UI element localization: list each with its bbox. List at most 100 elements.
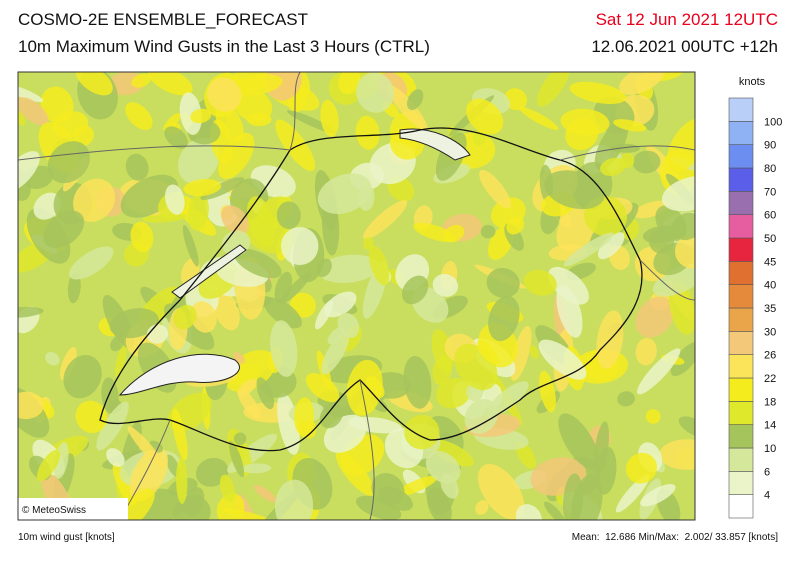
wind-patch [127,426,165,469]
wind-patch [294,397,315,436]
wind-patch [600,157,626,176]
lake-geneva [118,353,240,396]
wind-patch [148,72,193,96]
wind-patch [324,291,357,318]
colorbar-box [728,307,754,332]
wind-patch [597,232,625,260]
wind-patch [219,474,235,503]
colorbar-label: 22 [764,373,776,385]
wind-patch [131,73,151,88]
wind-patch [477,340,499,365]
colorbar-box [728,167,754,192]
wind-patch [319,402,344,429]
wind-patch [173,304,197,330]
wind-patch [218,132,255,179]
colorbar-label: 50 [764,233,776,245]
wind-patch [337,312,360,339]
wind-patch [231,74,283,96]
wind-patch [179,92,202,135]
title: COSMO-2E ENSEMBLE_FORECAST [18,10,308,29]
wind-patch [274,271,293,304]
wind-patch [265,72,302,101]
subtitle: 10m Maximum Wind Gusts in the Last 3 Hou… [18,37,430,56]
colorbar-box [728,284,754,309]
colorbar-box [728,424,754,449]
colorbar-box [728,121,754,145]
colorbar-label: 60 [764,210,776,222]
wind-patch [358,183,375,211]
wind-patch [404,415,440,450]
wind-patch [321,331,350,375]
wind-patch [228,440,245,478]
wind-patch [659,439,695,470]
colorbar-box [728,494,754,519]
wind-patch [114,345,127,378]
wind-patch [661,175,695,212]
wind-patch [479,169,511,209]
wind-patch [510,325,532,381]
wind-patch [233,432,247,446]
colorbar-box [728,401,754,425]
wind-patch [615,473,650,513]
wind-patch [338,72,361,94]
colorbar: 4 6 10 14 18 22 26 30 35 40 45 50 60 70 80 90 100 [728,97,782,519]
wind-patch [63,355,102,399]
wind-patch [187,192,209,231]
wind-patch [666,118,695,173]
colorbar-box [728,261,754,285]
wind-patch [619,72,664,95]
wind-patch [69,246,114,280]
colorbar-box [728,144,754,169]
valid-time: Sat 12 Jun 2021 12UTC [596,10,778,29]
wind-patch [632,200,671,219]
wind-patch [18,151,40,193]
wind-patch [247,196,276,248]
wind-patch [164,184,185,215]
wind-patch [407,89,424,111]
colorbar-box [728,191,754,215]
colorbar-box [728,214,754,239]
wind-patch [215,102,244,143]
wind-patch [488,295,520,342]
wind-patch [263,297,302,329]
wind-patch [356,72,395,113]
wind-patch [73,178,116,222]
colorbar-box [728,447,754,472]
wind-patch [110,335,125,352]
colorbar-label: 100 [764,116,782,128]
wind-patch [436,377,471,409]
wind-patch [523,269,557,296]
lake-constance [399,128,471,161]
wind-patch [486,267,520,299]
wind-patch [537,72,570,107]
wind-patch [613,119,647,132]
wind-patch [142,213,187,223]
map-frame [17,71,696,521]
wind-patch [594,119,629,170]
wind-patch [109,488,155,520]
wind-patch [241,463,272,474]
colorbar-label: 10 [764,443,776,455]
wind-patch [36,449,61,482]
colorbar-label: 30 [764,326,776,338]
colorbar-box [728,331,754,355]
copyright: © MeteoSwiss [22,505,86,516]
colorbar-label: 45 [764,256,776,268]
colorbar-box [728,377,754,402]
wind-patch [320,99,339,137]
wind-patch [645,409,661,424]
wind-patch [18,306,44,318]
wind-patch [443,224,465,243]
colorbar-label: 4 [764,490,770,502]
wind-patch [112,461,137,506]
wind-patch [652,263,695,297]
wind-patch [18,391,44,420]
wind-patch [190,301,217,333]
wind-patch [556,284,583,338]
map: © MeteoSwiss [18,72,695,520]
colorbar-box [728,354,754,379]
wind-patch [212,289,240,331]
wind-patch [519,106,559,130]
wind-patch [176,457,188,504]
wind-patch [96,401,129,451]
